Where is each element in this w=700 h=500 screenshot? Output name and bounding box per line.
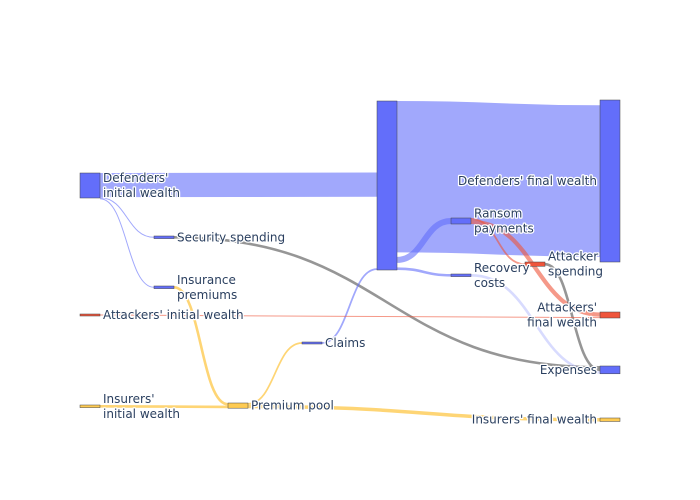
sankey-label-pool: Premium pool — [251, 399, 334, 413]
sankey-label-line: Attacker — [548, 250, 598, 264]
sankey-label-recovery: Recovery costs — [474, 261, 530, 290]
sankey-node-recovery[interactable] — [450, 273, 472, 277]
sankey-label-att_init: Attackers' initial wealth — [103, 308, 244, 322]
sankey-label-line: premiums — [177, 288, 237, 302]
nodes-layer — [79, 99, 621, 422]
sankey-label-line: Expenses — [540, 363, 597, 377]
sankey-label-att_final: Attackers' final wealth — [527, 301, 597, 330]
sankey-link-ins_init-to-pool[interactable] — [99, 404, 229, 409]
sankey-node-ins_final[interactable] — [599, 417, 621, 422]
sankey-link-ins_prem-to-pool[interactable] — [173, 285, 229, 406]
sankey-label-att_spend: Attacker spending — [548, 250, 603, 279]
sankey-node-att_final[interactable] — [599, 311, 621, 319]
sankey-node-claims[interactable] — [301, 341, 323, 345]
sankey-label-line: Premium pool — [251, 399, 334, 413]
sankey-label-line: Attackers' — [537, 301, 597, 315]
sankey-link-claims-to-def_mid[interactable] — [321, 268, 378, 344]
sankey-label-line: spending — [548, 265, 603, 279]
sankey-link-def_init-to-sec[interactable] — [99, 197, 155, 238]
sankey-label-line: Insurers' — [103, 392, 155, 406]
sankey-link-pool-to-ins_final[interactable] — [247, 404, 601, 422]
sankey-node-ins_prem[interactable] — [153, 285, 175, 289]
sankey-node-def_mid[interactable] — [376, 100, 398, 271]
sankey-link-att_init-to-att_final[interactable] — [99, 314, 601, 319]
sankey-label-line: costs — [474, 276, 505, 290]
sankey-node-pool[interactable] — [227, 402, 249, 409]
sankey-label-def_init: Defenders' initial wealth — [103, 171, 180, 200]
sankey-label-line: initial wealth — [103, 407, 180, 421]
sankey-node-att_spend[interactable] — [524, 261, 546, 267]
sankey-link-pool-to-claims[interactable] — [247, 342, 303, 405]
sankey-label-line: final wealth — [527, 316, 597, 330]
sankey-label-def_final: Defenders' final wealth — [458, 174, 597, 188]
sankey-label-line: initial wealth — [103, 186, 180, 200]
sankey-link-def_mid-to-def_final[interactable] — [396, 101, 601, 257]
sankey-label-line: Attackers' initial wealth — [103, 308, 244, 322]
sankey-node-sec[interactable] — [153, 235, 175, 239]
sankey-node-def_final[interactable] — [599, 99, 621, 263]
sankey-label-line: Defenders' final wealth — [458, 174, 597, 188]
sankey-label-ransom: Ransom payments — [474, 207, 534, 236]
sankey-link-def_mid-to-recovery[interactable] — [396, 267, 452, 277]
sankey-label-line: Insurance — [177, 273, 236, 287]
sankey-node-ins_init[interactable] — [79, 404, 101, 408]
sankey-label-sec: Security spending — [177, 230, 285, 244]
sankey-node-def_init[interactable] — [79, 172, 101, 199]
sankey-label-line: Security spending — [177, 230, 285, 244]
sankey-link-ransom-to-att_spend[interactable] — [470, 217, 526, 266]
sankey-label-ins_init: Insurers' initial wealth — [103, 392, 180, 421]
sankey-label-claims: Claims — [325, 336, 365, 350]
sankey-label-ins_prem: Insurance premiums — [177, 273, 237, 302]
sankey-label-line: Ransom — [474, 207, 522, 221]
sankey-label-line: Insurers' final wealth — [472, 413, 597, 427]
sankey-label-expenses: Expenses — [540, 363, 597, 377]
sankey-label-line: payments — [474, 222, 534, 236]
sankey-node-att_init[interactable] — [79, 313, 101, 317]
sankey-link-def_mid-to-ransom[interactable] — [396, 218, 452, 263]
sankey-label-line: Recovery — [474, 261, 530, 275]
sankey-node-expenses[interactable] — [599, 365, 621, 375]
links-layer — [99, 101, 601, 422]
sankey-link-sec-to-expenses[interactable] — [173, 236, 601, 369]
sankey-link-recovery-to-expenses[interactable] — [470, 273, 601, 374]
sankey-label-line: Defenders' — [103, 171, 168, 185]
sankey-link-ransom-to-att_final[interactable] — [470, 219, 601, 317]
sankey-node-ransom[interactable] — [450, 217, 472, 225]
sankey-label-ins_final: Insurers' final wealth — [472, 413, 597, 427]
sankey-label-line: Claims — [325, 336, 365, 350]
sankey-link-def_init-to-ins_prem[interactable] — [99, 198, 155, 288]
